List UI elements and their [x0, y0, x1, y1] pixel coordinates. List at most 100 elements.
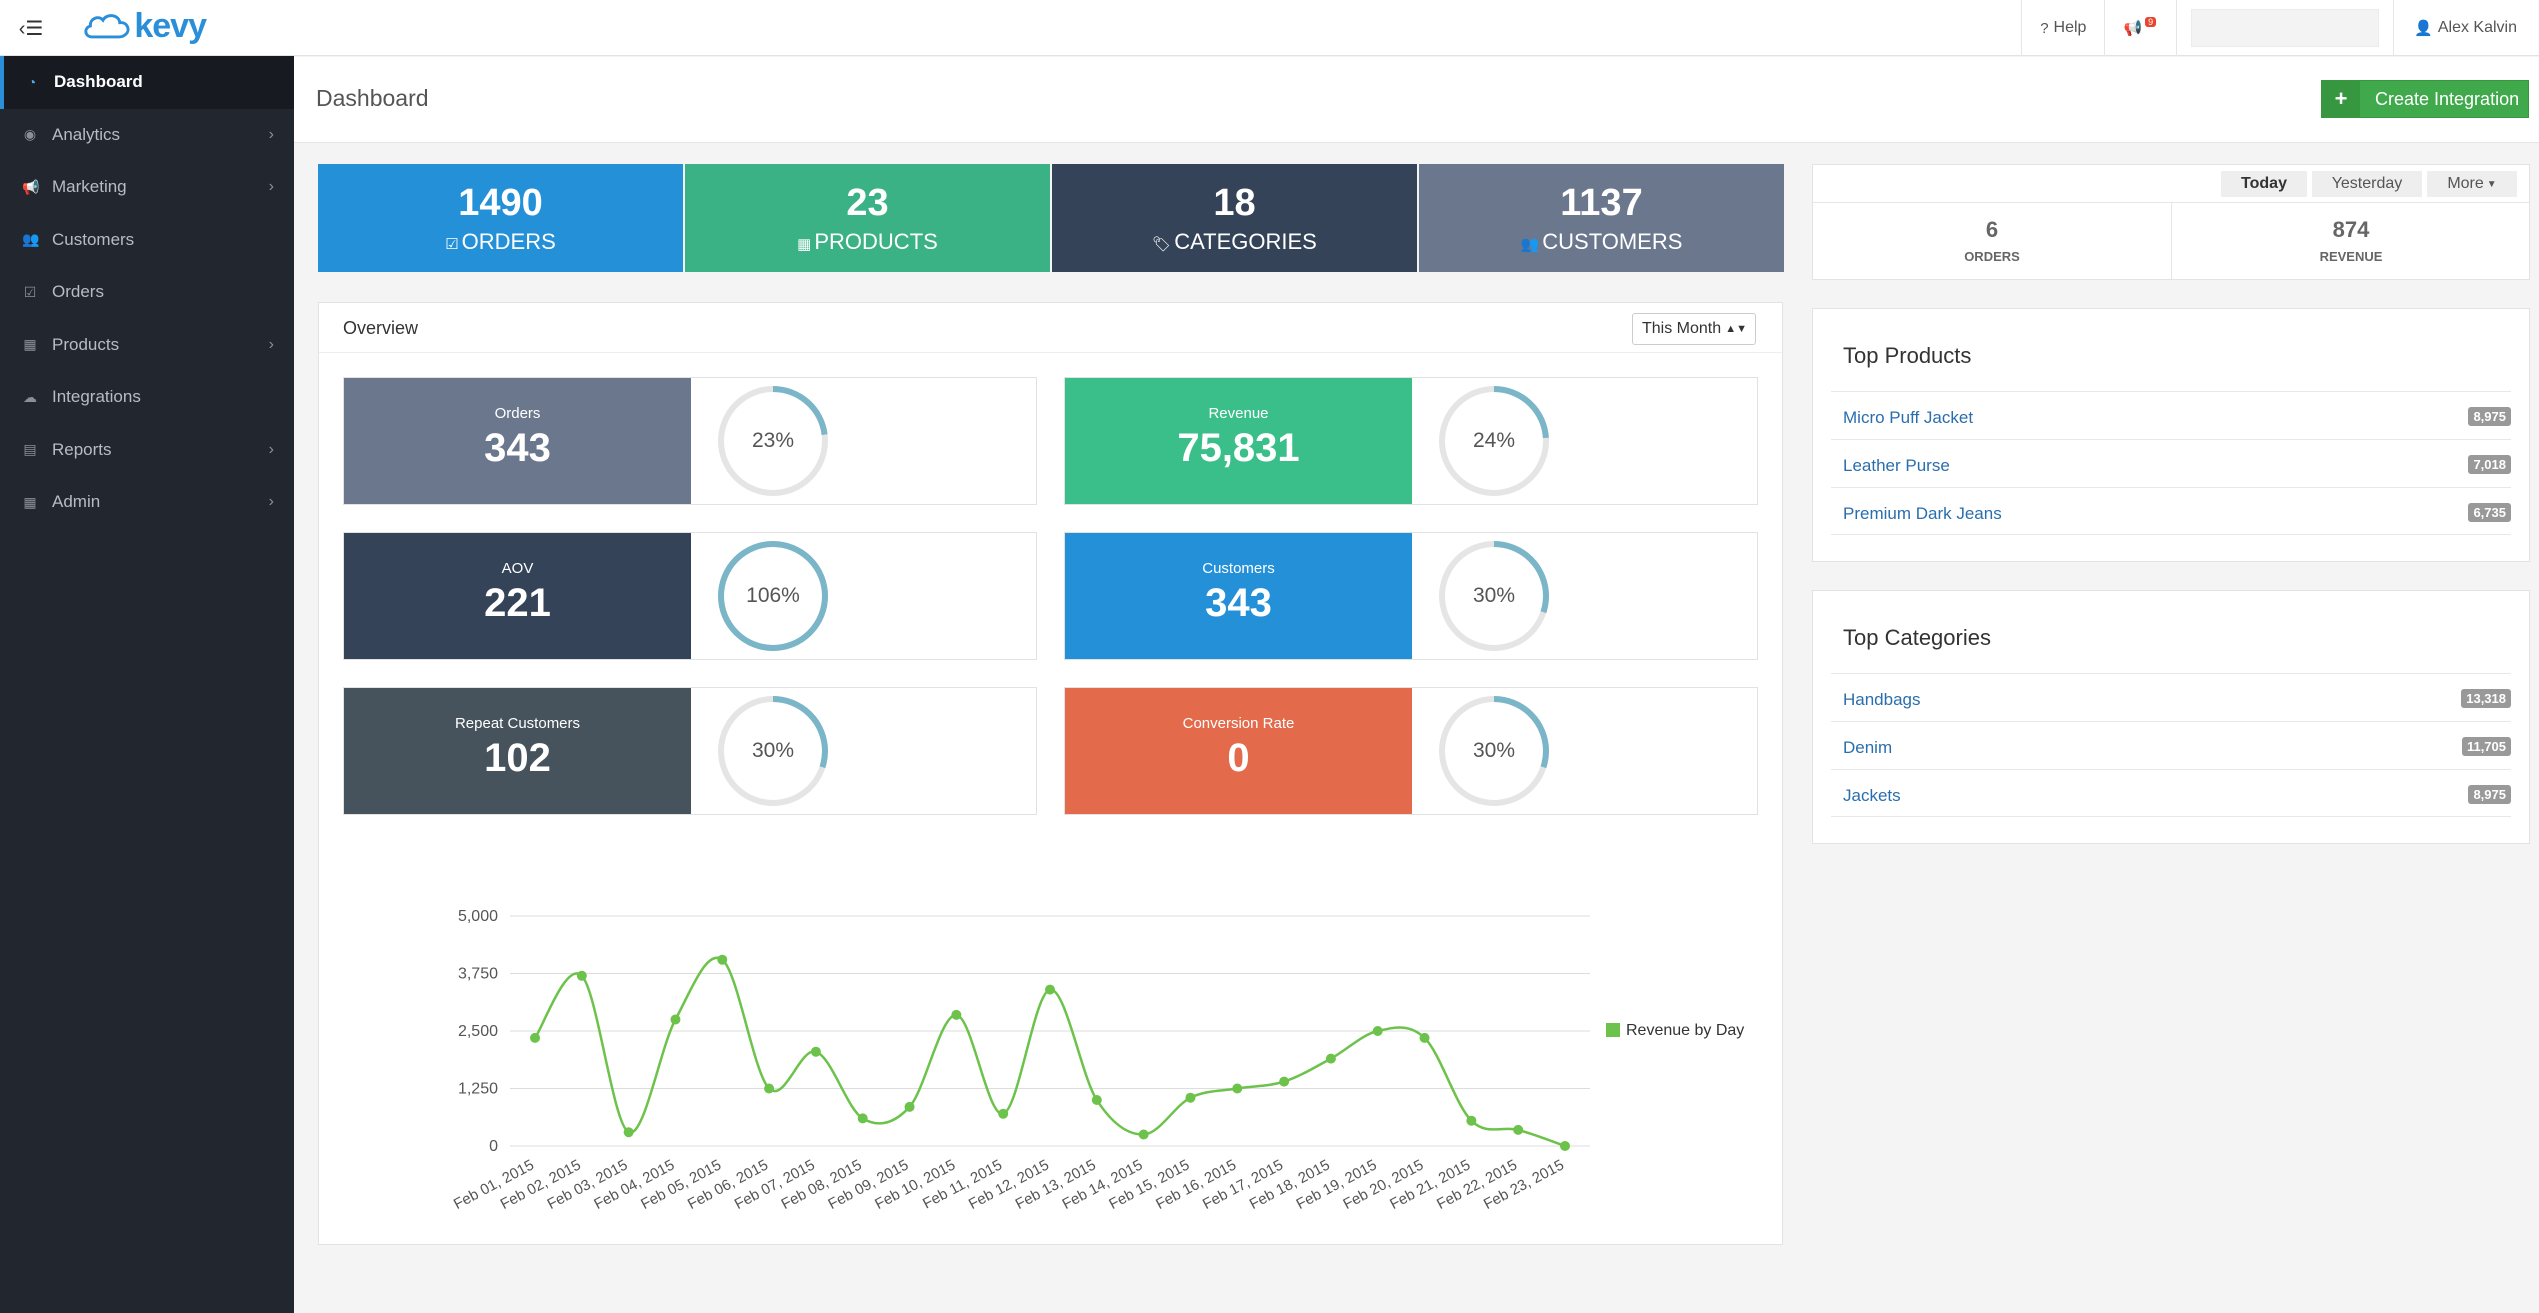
search-area	[2176, 0, 2393, 56]
create-integration-label: Create Integration	[2375, 88, 2520, 109]
sidebar-item-dashboard[interactable]: ◔ Dashboard	[0, 56, 294, 109]
today-panel: Today Yesterday More ▼ 6 ORDERS 874 REVE…	[1812, 164, 2530, 280]
cloud-logo-icon	[84, 14, 130, 39]
data-point[interactable]	[1185, 1092, 1196, 1103]
count-badge: 8,975	[2468, 785, 2511, 804]
list-item-link[interactable]: Micro Puff Jacket	[1843, 408, 1974, 427]
list-item-link[interactable]: Premium Dark Jeans	[1843, 504, 2002, 523]
list-item: Handbags 13,318	[1831, 673, 2511, 721]
tab-today[interactable]: Today	[2221, 171, 2307, 197]
data-point[interactable]	[623, 1127, 634, 1138]
user-name: Alex Kalvin	[2437, 19, 2517, 36]
metric-repeat-customers: Repeat Customers 102 30%	[343, 687, 1037, 815]
data-point[interactable]	[810, 1046, 821, 1057]
sidebar-item-orders[interactable]: ☑ Orders	[0, 266, 294, 319]
data-point[interactable]	[857, 1113, 868, 1124]
stat-tile-orders[interactable]: 1490 ☑ ORDERS	[318, 164, 683, 272]
stat-tile-products[interactable]: 23 ▦ PRODUCTS	[685, 164, 1050, 272]
sidebar-item-integrations[interactable]: ☁ Integrations	[0, 371, 294, 424]
top-products-panel: Top Products Micro Puff Jacket 8,975 Leath…	[1812, 308, 2530, 562]
metric-label: Customers	[1202, 560, 1275, 577]
sidebar-item-analytics[interactable]: ◉ Analytics ›	[0, 109, 294, 162]
sidebar-item-customers[interactable]: 👥 Customers	[0, 214, 294, 267]
data-point[interactable]	[1279, 1076, 1290, 1087]
tags-icon: 🏷	[1152, 236, 1172, 253]
data-point[interactable]	[1466, 1115, 1477, 1126]
list-item: Premium Dark Jeans 6,735	[1831, 487, 2511, 535]
metric-conversion-rate: Conversion Rate 0 30%	[1064, 687, 1758, 815]
page-header: Dashboard + Create Integration	[294, 57, 2539, 143]
data-point[interactable]	[1138, 1129, 1149, 1140]
progress-ring	[718, 386, 828, 496]
sidebar-item-marketing[interactable]: 📢 Marketing ›	[0, 161, 294, 214]
sidebar-item-label: Marketing	[52, 177, 127, 197]
page-title: Dashboard	[316, 85, 429, 111]
data-point[interactable]	[1232, 1083, 1243, 1094]
tab-more[interactable]: More ▼	[2427, 171, 2517, 197]
data-point[interactable]	[1372, 1026, 1383, 1036]
sidebar-item-admin[interactable]: ▦ Admin ›	[0, 476, 294, 529]
stat-tile-categories[interactable]: 18 🏷 CATEGORIES	[1052, 164, 1417, 272]
notifications-button[interactable]: 📢 9	[2104, 0, 2176, 56]
data-point[interactable]	[1513, 1124, 1524, 1135]
metric-value: 343	[484, 426, 551, 470]
progress-ring	[1439, 386, 1549, 496]
data-point[interactable]	[998, 1108, 1009, 1119]
period-select[interactable]: This Month ▲▼	[1632, 313, 1756, 345]
y-tick-label: 5,000	[458, 908, 498, 925]
check-square-icon: ☑	[445, 236, 459, 253]
tab-more-label: More	[2447, 175, 2484, 192]
data-point[interactable]	[576, 970, 587, 981]
metric-label: Conversion Rate	[1182, 715, 1295, 732]
data-point[interactable]	[1325, 1053, 1336, 1064]
sidebar-item-label: Orders	[52, 282, 104, 302]
data-point[interactable]	[1419, 1032, 1430, 1043]
create-integration-button[interactable]: + Create Integration	[2321, 80, 2529, 118]
data-point[interactable]	[1091, 1095, 1102, 1105]
data-point[interactable]	[530, 1032, 540, 1043]
sidebar-toggle-button[interactable]: ‹☰	[14, 14, 48, 42]
sidebar-item-reports[interactable]: ▤ Reports ›	[0, 424, 294, 477]
user-menu[interactable]: 👤 Alex Kalvin	[2393, 0, 2539, 56]
help-button[interactable]: ? Help	[2021, 0, 2104, 56]
list-item-link[interactable]: Handbags	[1843, 690, 1921, 709]
data-point[interactable]	[764, 1083, 775, 1094]
data-point[interactable]	[1045, 984, 1055, 995]
metric-percent: 23%	[751, 429, 795, 452]
sidebar-item-label: Admin	[52, 492, 101, 512]
y-tick-label: 1,250	[458, 1081, 498, 1098]
list-item-link[interactable]: Leather Purse	[1843, 456, 1950, 475]
list-item-link[interactable]: Jackets	[1843, 786, 1901, 805]
data-point[interactable]	[670, 1014, 681, 1025]
data-point[interactable]	[904, 1101, 915, 1112]
logo[interactable]: kevy	[82, 6, 207, 46]
metric-percent: 30%	[1472, 739, 1516, 762]
metric-box: Orders 343	[344, 378, 691, 504]
metric-label: Orders	[494, 405, 541, 422]
search-input[interactable]	[2191, 9, 2380, 47]
stat-label: ORDERS	[461, 229, 556, 254]
metric-orders: Orders 343 23%	[343, 377, 1037, 505]
logo-text: kevy	[134, 6, 207, 45]
sidebar-item-products[interactable]: ▦ Products ›	[0, 319, 294, 372]
list-item-link[interactable]: Denim	[1843, 738, 1893, 757]
analytics-icon: ◉	[23, 126, 37, 143]
stat-value: 1137	[1560, 182, 1643, 224]
data-point[interactable]	[951, 1009, 962, 1020]
chevron-right-icon: ›	[268, 493, 274, 511]
stat-tile-customers[interactable]: 1137 👥 CUSTOMERS	[1419, 164, 1784, 272]
stat-value: 23	[846, 182, 889, 224]
tab-yesterday[interactable]: Yesterday	[2312, 171, 2422, 197]
y-tick-label: 2,500	[458, 1023, 498, 1040]
overview-header: Overview This Month ▲▼	[319, 303, 1782, 353]
top-bar: ‹☰ kevy ? Help 📢 9 👤 Alex Kalvin	[0, 0, 2539, 56]
ring-fill	[1439, 386, 1549, 496]
bullhorn-icon: 📢	[2123, 20, 2143, 37]
data-point[interactable]	[717, 954, 728, 965]
data-point[interactable]	[1560, 1141, 1570, 1151]
metric-percent: 24%	[1472, 429, 1516, 452]
overview-panel: Overview This Month ▲▼ Orders 343 23% Reven…	[318, 302, 1783, 1245]
metric-label: Revenue	[1208, 405, 1269, 422]
today-orders-value: 6	[1985, 217, 1999, 242]
today-orders-kpi: 6 ORDERS	[1813, 217, 2171, 264]
